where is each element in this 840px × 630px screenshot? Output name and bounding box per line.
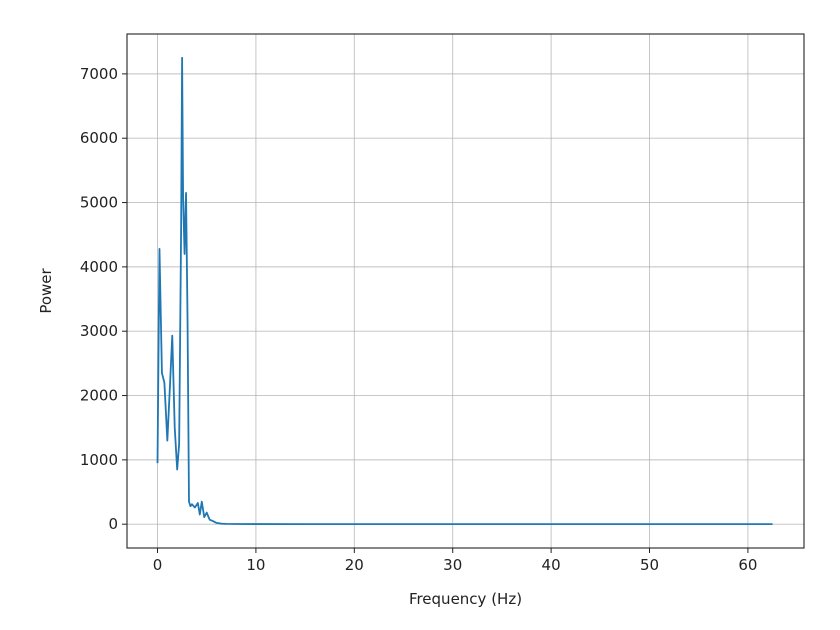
x-tick-label: 30 (443, 556, 462, 574)
y-tick-label: 1000 (80, 451, 118, 469)
y-tick-label: 5000 (80, 194, 118, 212)
x-tick-label: 0 (153, 556, 163, 574)
y-tick-label: 3000 (80, 322, 118, 340)
plot-area (156, 56, 773, 526)
series-line (156, 56, 773, 526)
y-tick-label: 2000 (80, 387, 118, 405)
axes-frame (126, 33, 805, 549)
x-tick-label: 60 (738, 556, 757, 574)
y-tick-label: 6000 (80, 129, 118, 147)
grid (127, 34, 804, 548)
y-tick-label: 0 (108, 515, 118, 533)
y-axis-label: Power (37, 267, 55, 313)
x-tick-label: 20 (345, 556, 364, 574)
x-tick-label: 40 (542, 556, 561, 574)
x-axis-label: Frequency (Hz) (409, 590, 522, 608)
x-tick-label: 50 (640, 556, 659, 574)
axis-ticks: 0 10 20 30 40 50 60 0 1000 2000 3000 4000 5000 6000 70… (80, 65, 758, 574)
y-tick-label: 4000 (80, 258, 118, 276)
x-tick-label: 10 (246, 556, 265, 574)
y-tick-label: 7000 (80, 65, 118, 83)
